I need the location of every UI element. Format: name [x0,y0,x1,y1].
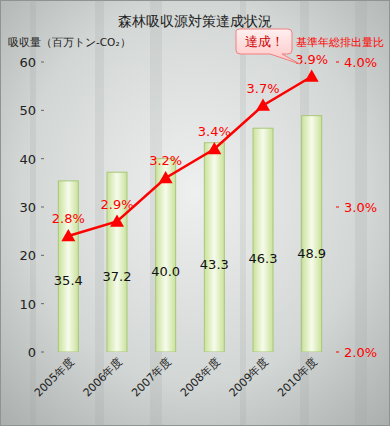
bar-data-label: 37.2 [103,269,132,284]
y-tick [41,207,44,208]
background [1,1,390,426]
chart-title: 森林吸収源対策達成状況 [118,13,272,29]
labels: 35.4 37.2 40.0 43.3 46.3 48.9 2.8% 2.9% 3.2% 3.4%… [52,52,328,289]
line-data-label: 2.9% [100,197,133,212]
line-marker [61,229,75,241]
line-data-label: 3.9% [295,52,328,67]
chart-svg: 森林吸収源対策達成状況吸収量（百万トン-CO₂） 基準年総排出量比 0 10 20 30 4… [0,0,390,426]
y2-tick [336,62,339,63]
y-tick-label: 60 [19,55,36,70]
y-tick-label: 50 [19,103,36,118]
background-trunk [95,0,104,426]
y2-tick-label: 2.0% [344,345,377,360]
y-tick [41,255,44,256]
y-tick [41,158,44,159]
bar [302,116,322,352]
plot-area [58,70,321,353]
chart-container: 森林吸収源対策達成状況吸収量（百万トン-CO₂） 基準年総排出量比 0 10 20 30 4… [0,0,390,426]
y-tick [41,62,44,63]
y-tick [41,352,44,353]
y2-tick-label: 4.0% [344,55,377,70]
y-tick [41,110,44,111]
line-data-label: 3.2% [149,153,182,168]
x-tick-label: 2009年度 [227,355,272,400]
line-data-label: 2.8% [52,211,85,226]
annotation: 達成！ [245,34,284,49]
x-tick-label: 2008年度 [178,355,223,400]
line-marker [159,171,173,183]
bar [156,159,176,352]
x-tick-label: 2006年度 [81,355,126,400]
line-marker [207,142,221,154]
x-tick-label: 2007年度 [129,355,174,400]
y-tick-label: 0 [28,345,36,360]
y2-tick [336,352,339,353]
bar [253,128,273,352]
y2-axis-title: 基準年総排出量比 [296,36,384,48]
y-tick [41,303,44,304]
y2-tick [336,207,339,208]
bar-data-label: 48.9 [297,246,326,261]
line [68,77,311,237]
x-tick-label: 2005年度 [32,355,77,400]
bar-data-label: 46.3 [249,251,278,266]
line-data-label: 3.7% [246,81,279,96]
y-tick-label: 20 [19,248,36,263]
callout-bubble [236,29,300,64]
y-axis-title: 吸収量（百万トン-CO₂） [8,36,131,48]
bar-data-label: 40.0 [151,264,180,279]
y-tick-label: 40 [19,152,36,167]
y2-tick-label: 3.0% [344,200,377,215]
callout: 達成！ [236,29,300,64]
line-data-label: 3.4% [198,124,231,139]
x-tick-label: 2010年度 [275,355,320,400]
bar-data-label: 35.4 [54,273,83,288]
bar-data-label: 43.3 [200,257,229,272]
line-marker [110,215,124,227]
line-marker [256,99,270,111]
y-tick-label: 30 [19,200,36,215]
background-trunk [240,0,246,426]
y-tick-label: 10 [19,297,36,312]
bar [58,181,78,352]
line-marker [305,70,319,82]
bar [204,143,224,352]
